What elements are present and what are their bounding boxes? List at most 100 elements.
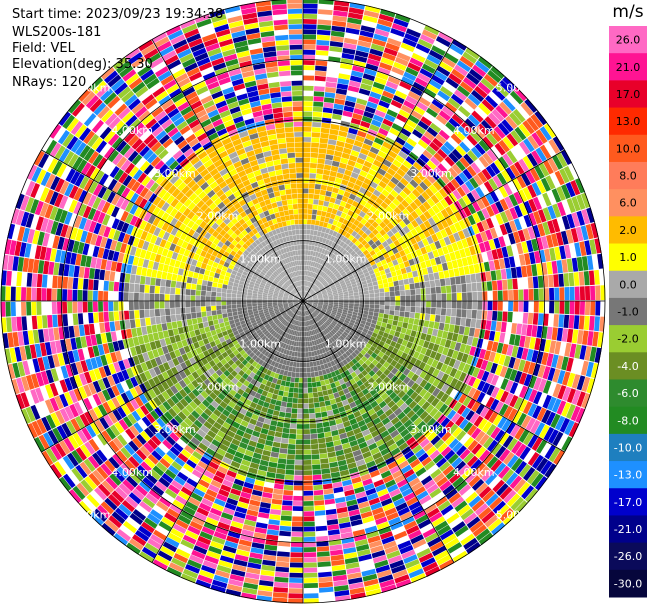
velocity-cell [334,177,343,184]
velocity-cell [441,293,447,301]
velocity-cell [444,156,455,167]
velocity-cell [526,324,533,337]
velocity-cell [498,156,509,169]
velocity-cell [345,239,351,245]
velocity-cell [387,76,401,85]
velocity-cell [466,255,474,266]
velocity-cell [368,53,382,62]
velocity-cell [347,287,353,292]
velocity-cell [414,143,425,153]
velocity-cell [307,297,313,300]
velocity-cell [543,160,554,175]
velocity-cell [410,264,417,272]
velocity-cell [311,137,320,143]
velocity-cell [490,146,502,159]
velocity-cell [303,572,318,578]
velocity-cell [417,194,427,204]
velocity-cell [303,132,312,137]
velocity-cell [322,273,327,278]
velocity-cell [406,137,417,147]
velocity-cell [401,255,408,262]
velocity-cell [424,24,440,36]
velocity-cell [407,323,414,330]
velocity-cell [375,232,383,240]
velocity-cell [354,162,363,170]
velocity-cell [333,293,339,297]
velocity-cell [303,459,312,465]
velocity-cell [326,234,332,240]
velocity-cell [326,446,335,453]
velocity-cell [416,157,426,168]
velocity-cell [568,315,575,329]
velocity-cell [460,275,466,284]
velocity-cell [348,293,354,296]
velocity-cell [320,278,325,283]
velocity-cell [465,318,472,327]
velocity-cell [389,127,400,137]
velocity-cell [485,217,495,229]
velocity-cell [340,157,349,165]
velocity-cell [312,111,323,118]
velocity-cell [295,444,303,450]
velocity-cell [451,242,459,252]
velocity-cell [348,193,357,201]
velocity-cell [306,293,310,298]
velocity-cell [303,372,307,378]
velocity-cell [385,256,392,264]
velocity-cell [537,209,547,223]
velocity-cell [576,194,586,210]
velocity-cell [390,301,395,306]
velocity-cell [481,168,492,181]
velocity-cell [303,80,314,86]
velocity-cell [456,334,464,343]
velocity-cell [271,393,278,400]
velocity-cell [320,406,327,413]
velocity-cell [391,324,397,331]
velocity-cell [504,333,511,344]
velocity-cell [595,301,601,316]
velocity-cell [499,223,508,236]
velocity-cell [303,439,311,445]
velocity-cell [462,77,477,89]
velocity-cell [537,275,544,288]
velocity-cell [315,280,319,285]
velocity-cell [353,309,359,313]
velocity-cell [314,500,325,506]
velocity-cell [382,159,392,168]
velocity-cell [421,238,430,247]
velocity-cell [319,194,325,201]
velocity-cell [312,392,319,398]
velocity-cell [303,444,311,450]
velocity-cell [305,341,308,347]
velocity-cell [466,283,472,292]
velocity-cell [266,471,276,479]
velocity-cell [443,236,451,246]
velocity-cell [402,322,409,329]
velocity-cell [317,437,326,444]
velocity-cell [326,519,339,526]
velocity-cell [395,194,404,203]
velocity-cell [204,326,211,333]
velocity-cell [374,304,380,309]
velocity-cell [312,251,316,257]
velocity-cell [382,217,391,226]
velocity-cell [303,90,314,96]
velocity-cell [414,312,420,319]
velocity-cell [381,240,389,248]
velocity-cell [311,256,315,262]
velocity-cell [464,118,477,130]
velocity-cell [403,142,414,152]
velocity-cell [374,271,381,277]
velocity-cell [477,301,483,310]
velocity-cell [528,198,538,212]
velocity-cell [383,313,389,319]
velocity-cell [579,241,587,256]
velocity-cell [318,247,323,253]
velocity-cell [518,254,526,266]
velocity-cell [546,234,554,248]
velocity-cell [310,157,318,164]
velocity-cell [315,173,323,180]
velocity-cell [402,37,417,48]
velocity-cell [285,381,291,387]
velocity-cell [343,291,349,295]
